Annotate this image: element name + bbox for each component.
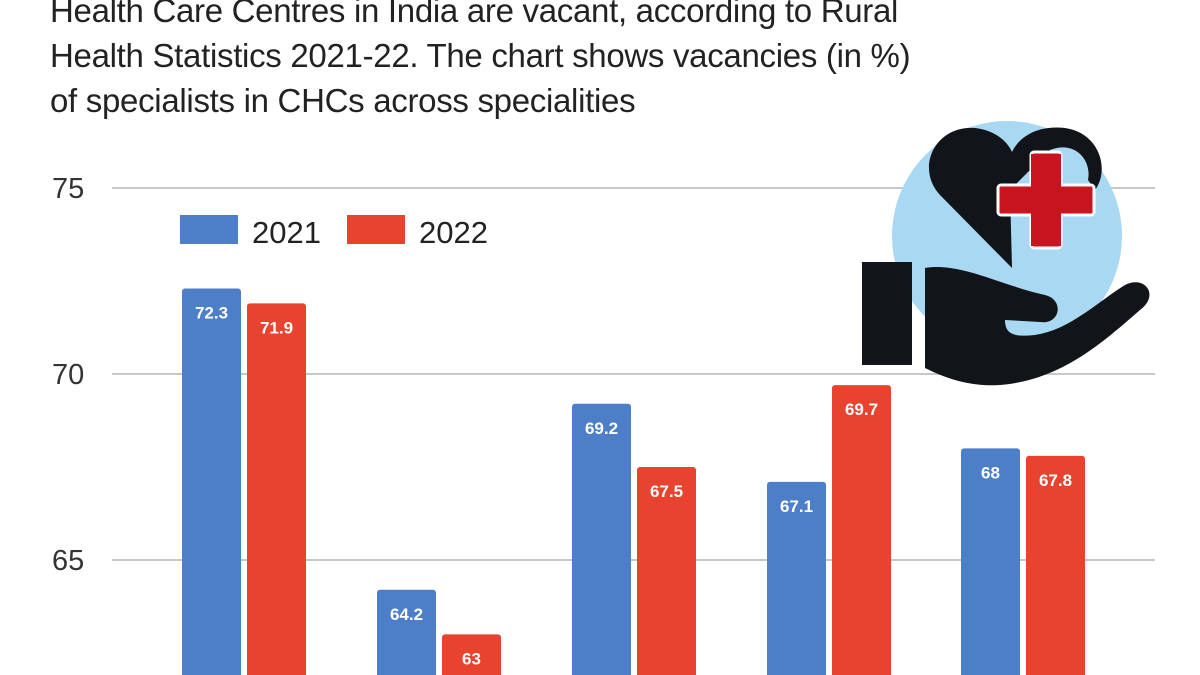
- bar-2022-4: [832, 385, 891, 675]
- bar-2021-3: [572, 403, 631, 675]
- bar-2022-1: [247, 303, 306, 675]
- data-label: 69.7: [845, 400, 878, 419]
- data-label: 71.9: [260, 318, 293, 337]
- bars: 72.3 64.2 69.2 67.1 68 71.9 63 67.5 69.7 67.8: [182, 288, 1085, 675]
- legend: 2021 2022: [180, 215, 488, 250]
- y-tick-label: 75: [52, 173, 84, 205]
- data-label: 67.5: [650, 482, 683, 501]
- y-axis-ticks: 65 70 75: [52, 173, 84, 577]
- bar-2021-1: [182, 288, 241, 675]
- legend-swatch-2021: [180, 215, 238, 244]
- intro-line: Health Care Centres in India are vacant,…: [50, 0, 899, 29]
- bar-2021-2: [377, 589, 436, 675]
- intro-text: Health Care Centres in India are vacant,…: [50, 0, 1170, 123]
- intro-line: of specialists in CHCs across specialiti…: [50, 82, 636, 119]
- bar-2021-4: [767, 481, 826, 675]
- data-label: 68: [981, 463, 1000, 482]
- data-label: 72.3: [195, 303, 228, 322]
- legend-swatch-2022: [347, 215, 405, 244]
- heart-hand-medical-cross-icon: [862, 121, 1150, 386]
- data-label: 67.8: [1039, 471, 1072, 490]
- y-tick-label: 70: [52, 359, 84, 391]
- data-label: 69.2: [585, 419, 618, 438]
- bar-2022-5: [1026, 455, 1085, 675]
- bar-2021-5: [961, 448, 1020, 675]
- data-label: 64.2: [390, 605, 423, 624]
- legend-label-2022: 2022: [419, 215, 488, 250]
- y-tick-label: 65: [52, 545, 84, 577]
- bar-2022-3: [637, 467, 696, 675]
- data-label: 67.1: [780, 497, 813, 516]
- legend-label-2021: 2021: [252, 215, 321, 250]
- data-label: 63: [462, 649, 481, 668]
- intro-line: Health Statistics 2021-22. The chart sho…: [50, 37, 911, 74]
- bar-2022-2: [442, 634, 501, 675]
